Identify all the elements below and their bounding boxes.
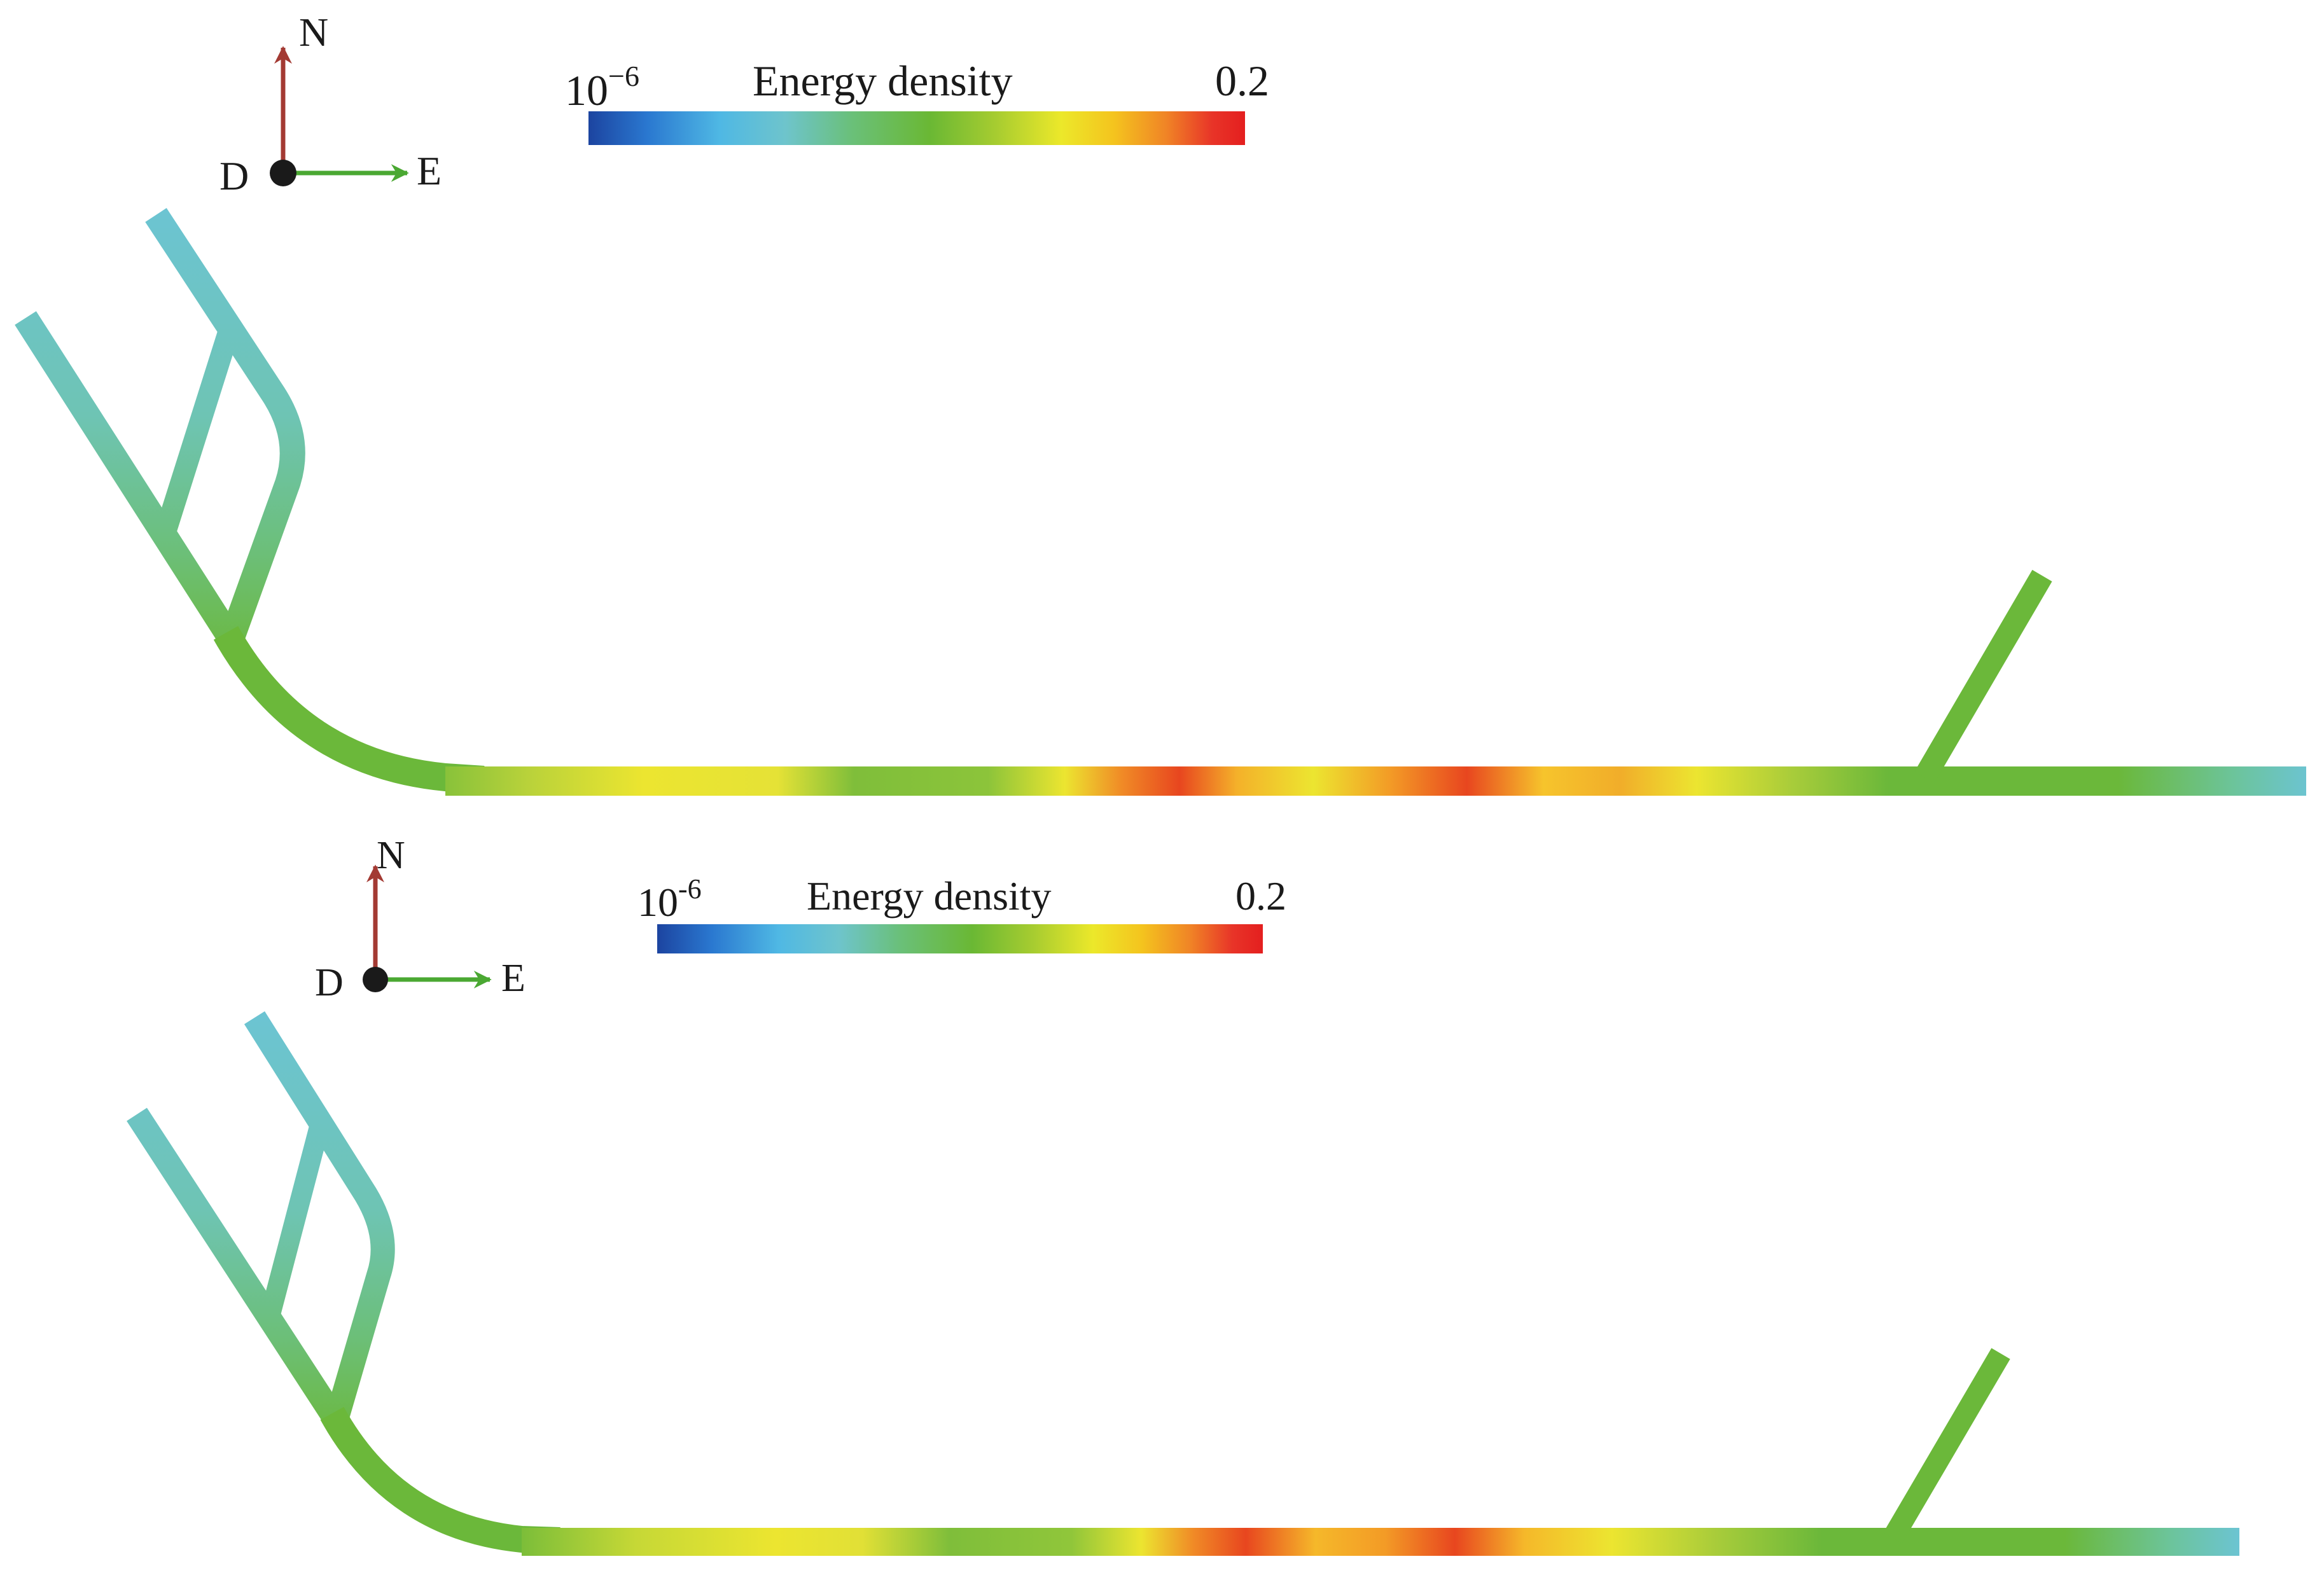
north-label: N [299, 10, 328, 55]
tunnel-branch-right [244, 1011, 395, 1427]
colorbar-max-label: 0.2 [1215, 57, 1269, 105]
tunnel-side-branch [1883, 1348, 2010, 1544]
compass-bottom: N E D [315, 834, 525, 1004]
tunnel-crosscut-upper [260, 1121, 330, 1317]
colorbar-title: Energy density [807, 873, 1052, 918]
tunnel-side-branch [1914, 569, 2052, 784]
colorbar-top: 10−6 Energy density 0.2 [565, 57, 1269, 145]
panel-top: N E D 10−6 Energy density 0.2 [15, 10, 2306, 796]
origin-dot [363, 967, 388, 992]
panel-bottom: N E D 10-6 Energy density 0.2 [127, 834, 2239, 1556]
colorbar-title: Energy density [753, 57, 1013, 105]
compass-top: N E D [219, 10, 442, 198]
colorbar-gradient [657, 924, 1263, 953]
east-label: E [417, 148, 442, 193]
colorbar-max-label: 0.2 [1235, 873, 1286, 918]
colorbar-min-label: 10−6 [565, 60, 639, 114]
origin-dot [270, 160, 296, 186]
colorbar-min-label: 10-6 [637, 873, 702, 925]
tunnel-network-top [15, 208, 2306, 796]
north-label: N [377, 834, 405, 877]
tunnel-main-curve [320, 1406, 560, 1554]
tunnel-network-bottom [127, 1011, 2239, 1556]
tunnel-branch-left [127, 1107, 344, 1424]
tunnel-crosscut-upper [156, 327, 240, 532]
tunnel-branch-right [145, 208, 305, 647]
colorbar-gradient [588, 111, 1245, 145]
tunnel-branch-left [15, 311, 240, 643]
colorbar-bottom: 10-6 Energy density 0.2 [637, 873, 1286, 953]
down-label: D [315, 961, 344, 1004]
east-label: E [501, 957, 525, 1000]
down-label: D [219, 153, 249, 198]
tunnel-main-curve [213, 626, 485, 794]
